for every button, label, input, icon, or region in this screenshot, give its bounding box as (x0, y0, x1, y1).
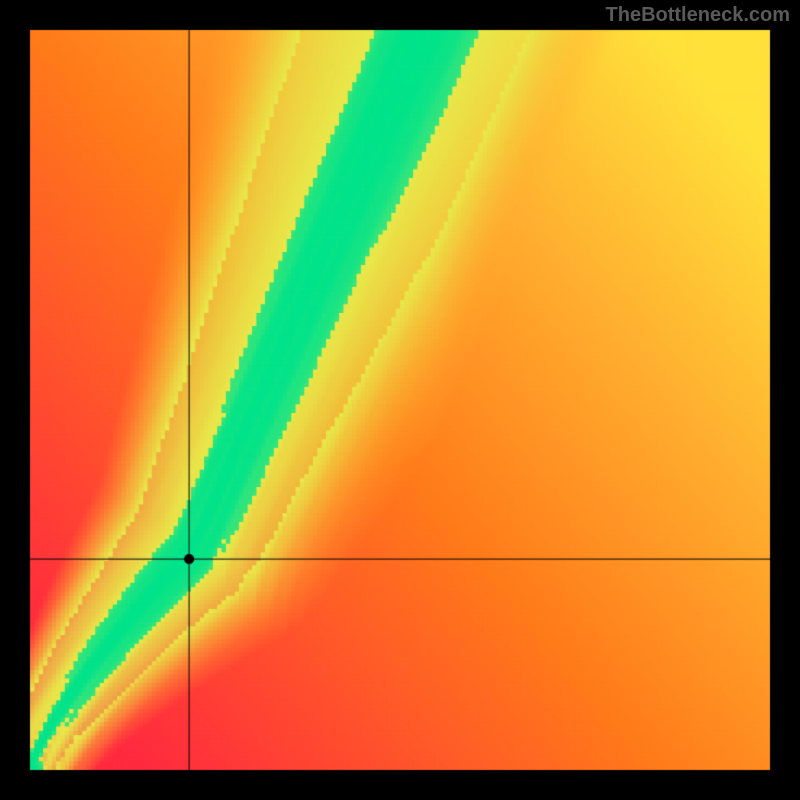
watermark-text: TheBottleneck.com (606, 4, 790, 27)
chart-container: TheBottleneck.com (0, 0, 800, 800)
heatmap-canvas (0, 0, 800, 800)
